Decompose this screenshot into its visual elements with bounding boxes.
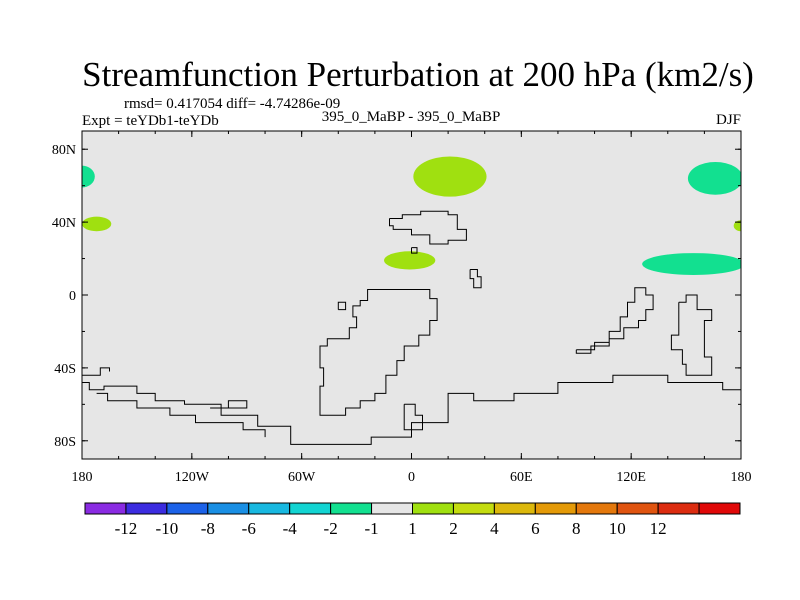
colorbar-label: 2 <box>449 519 458 538</box>
anomaly-subtropic-pacific-negative <box>642 253 741 275</box>
map: 180 120W 60W 0 60E 120E 180 80N 40N 0 40S 80S <box>52 130 752 485</box>
colorbar-swatch <box>207 502 250 515</box>
colorbar-label: 8 <box>572 519 581 538</box>
colorbar-swatch <box>657 502 700 515</box>
colorbar-label: -2 <box>324 519 338 538</box>
experiment-label: Expt = teYDb1-teYDb <box>82 113 219 129</box>
stats-label: rmsd= 0.417054 diff= -4.74286e-09 <box>124 96 340 112</box>
anomaly-subtropic-dateline-positive <box>82 216 112 232</box>
colorbar-label: -1 <box>364 519 378 538</box>
colorbar-label: 6 <box>531 519 540 538</box>
east-pacific-coastline <box>670 294 713 376</box>
colorbar-label: 12 <box>650 519 667 538</box>
colorbar-swatch <box>330 502 373 515</box>
anomaly-arctic-atlantic-positive <box>413 156 487 197</box>
anomaly-arctic-dateline-negative <box>82 165 95 188</box>
x-tick-label: 0 <box>408 470 415 485</box>
colorbar-swatch <box>289 502 332 515</box>
y-tick-label: 40N <box>52 216 76 231</box>
season-label: DJF <box>716 112 741 128</box>
x-tick-label: 60E <box>510 470 533 485</box>
colorbar: -12 -10 -8 -6 -4 -2 -1 1 2 4 6 8 10 12 <box>84 502 741 538</box>
colorbar-label: -6 <box>242 519 256 538</box>
y-tick-label: 0 <box>69 289 76 304</box>
chart-title: Streamfunction Perturbation at 200 hPa (… <box>82 55 754 94</box>
bay-notch <box>210 400 248 409</box>
colorbar-swatch <box>452 502 495 515</box>
y-tick-label: 40S <box>54 362 76 377</box>
colorbar-label: 1 <box>408 519 417 538</box>
colorbar-swatch <box>84 502 127 515</box>
colorbar-label: -8 <box>201 519 215 538</box>
x-tick-label: 120W <box>175 470 210 485</box>
x-tick-label: 180 <box>731 470 752 485</box>
colorbar-label: -10 <box>156 519 179 538</box>
colorbar-swatch <box>493 502 536 515</box>
colorbar-swatch <box>248 502 291 515</box>
anomaly-subtropic-dateline-east-positive <box>733 220 741 232</box>
center-label: 395_0_MaBP - 395_0_MaBP <box>322 109 501 125</box>
colorbar-swatch <box>412 502 454 515</box>
x-axis: 180 120W 60W 0 60E 120E 180 <box>72 131 752 485</box>
y-tick-label: 80S <box>54 435 76 450</box>
southern-coastline <box>82 374 741 445</box>
colorbar-label: 4 <box>490 519 499 538</box>
colorbar-label: -4 <box>283 519 298 538</box>
colorbar-swatch <box>371 502 413 515</box>
anomaly-layer <box>82 156 741 275</box>
anomaly-subtropic-atlantic-positive <box>384 251 436 270</box>
colorbar-swatch <box>166 502 209 515</box>
colorbar-swatch <box>575 502 618 515</box>
colorbar-swatch <box>616 502 659 515</box>
colorbar-swatch <box>698 502 741 515</box>
southern-inner-ridge <box>96 392 266 438</box>
colorbar-swatch <box>125 502 168 515</box>
y-tick-label: 80N <box>52 143 76 158</box>
coastline-layer <box>82 210 741 445</box>
small-island <box>411 247 418 254</box>
x-tick-label: 180 <box>72 470 93 485</box>
antarctic-peninsula <box>403 403 423 431</box>
colorbar-label: 10 <box>609 519 626 538</box>
north-africa-coastline <box>389 210 467 245</box>
colorbar-swatch <box>534 502 577 515</box>
colorbar-label: -12 <box>115 519 138 538</box>
australia-coastline <box>575 287 654 354</box>
map-background <box>82 131 741 459</box>
y-axis: 80N 40N 0 40S 80S <box>52 143 741 450</box>
x-tick-label: 60W <box>288 470 316 485</box>
x-tick-label: 120E <box>616 470 646 485</box>
arabia-fragment <box>469 269 482 289</box>
south-america-coastline <box>319 289 438 416</box>
sa-inner-ridge <box>337 301 347 311</box>
anomaly-arctic-pacific-negative <box>687 161 741 195</box>
south-west-coast <box>82 367 110 376</box>
